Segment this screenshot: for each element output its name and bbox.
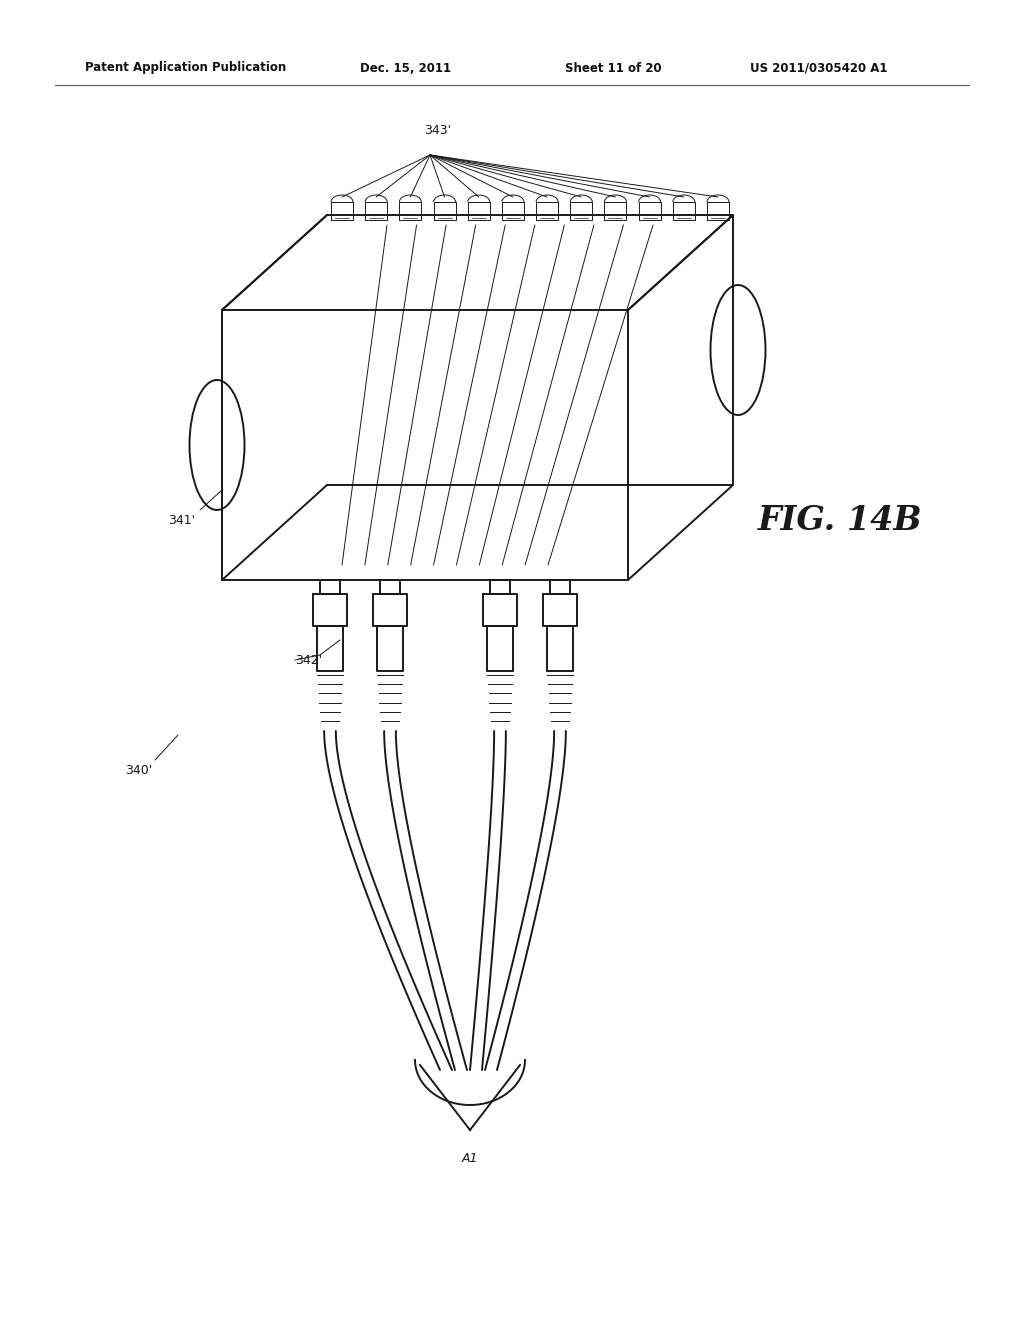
Text: 341': 341' — [168, 513, 195, 527]
Text: 343': 343' — [424, 124, 452, 137]
Text: 340': 340' — [125, 763, 152, 776]
Text: FIG. 14B: FIG. 14B — [758, 503, 923, 536]
Text: US 2011/0305420 A1: US 2011/0305420 A1 — [750, 62, 888, 74]
Text: 342': 342' — [295, 653, 323, 667]
Text: Dec. 15, 2011: Dec. 15, 2011 — [360, 62, 452, 74]
Text: A1: A1 — [462, 1152, 478, 1166]
Text: Patent Application Publication: Patent Application Publication — [85, 62, 287, 74]
Text: Sheet 11 of 20: Sheet 11 of 20 — [565, 62, 662, 74]
